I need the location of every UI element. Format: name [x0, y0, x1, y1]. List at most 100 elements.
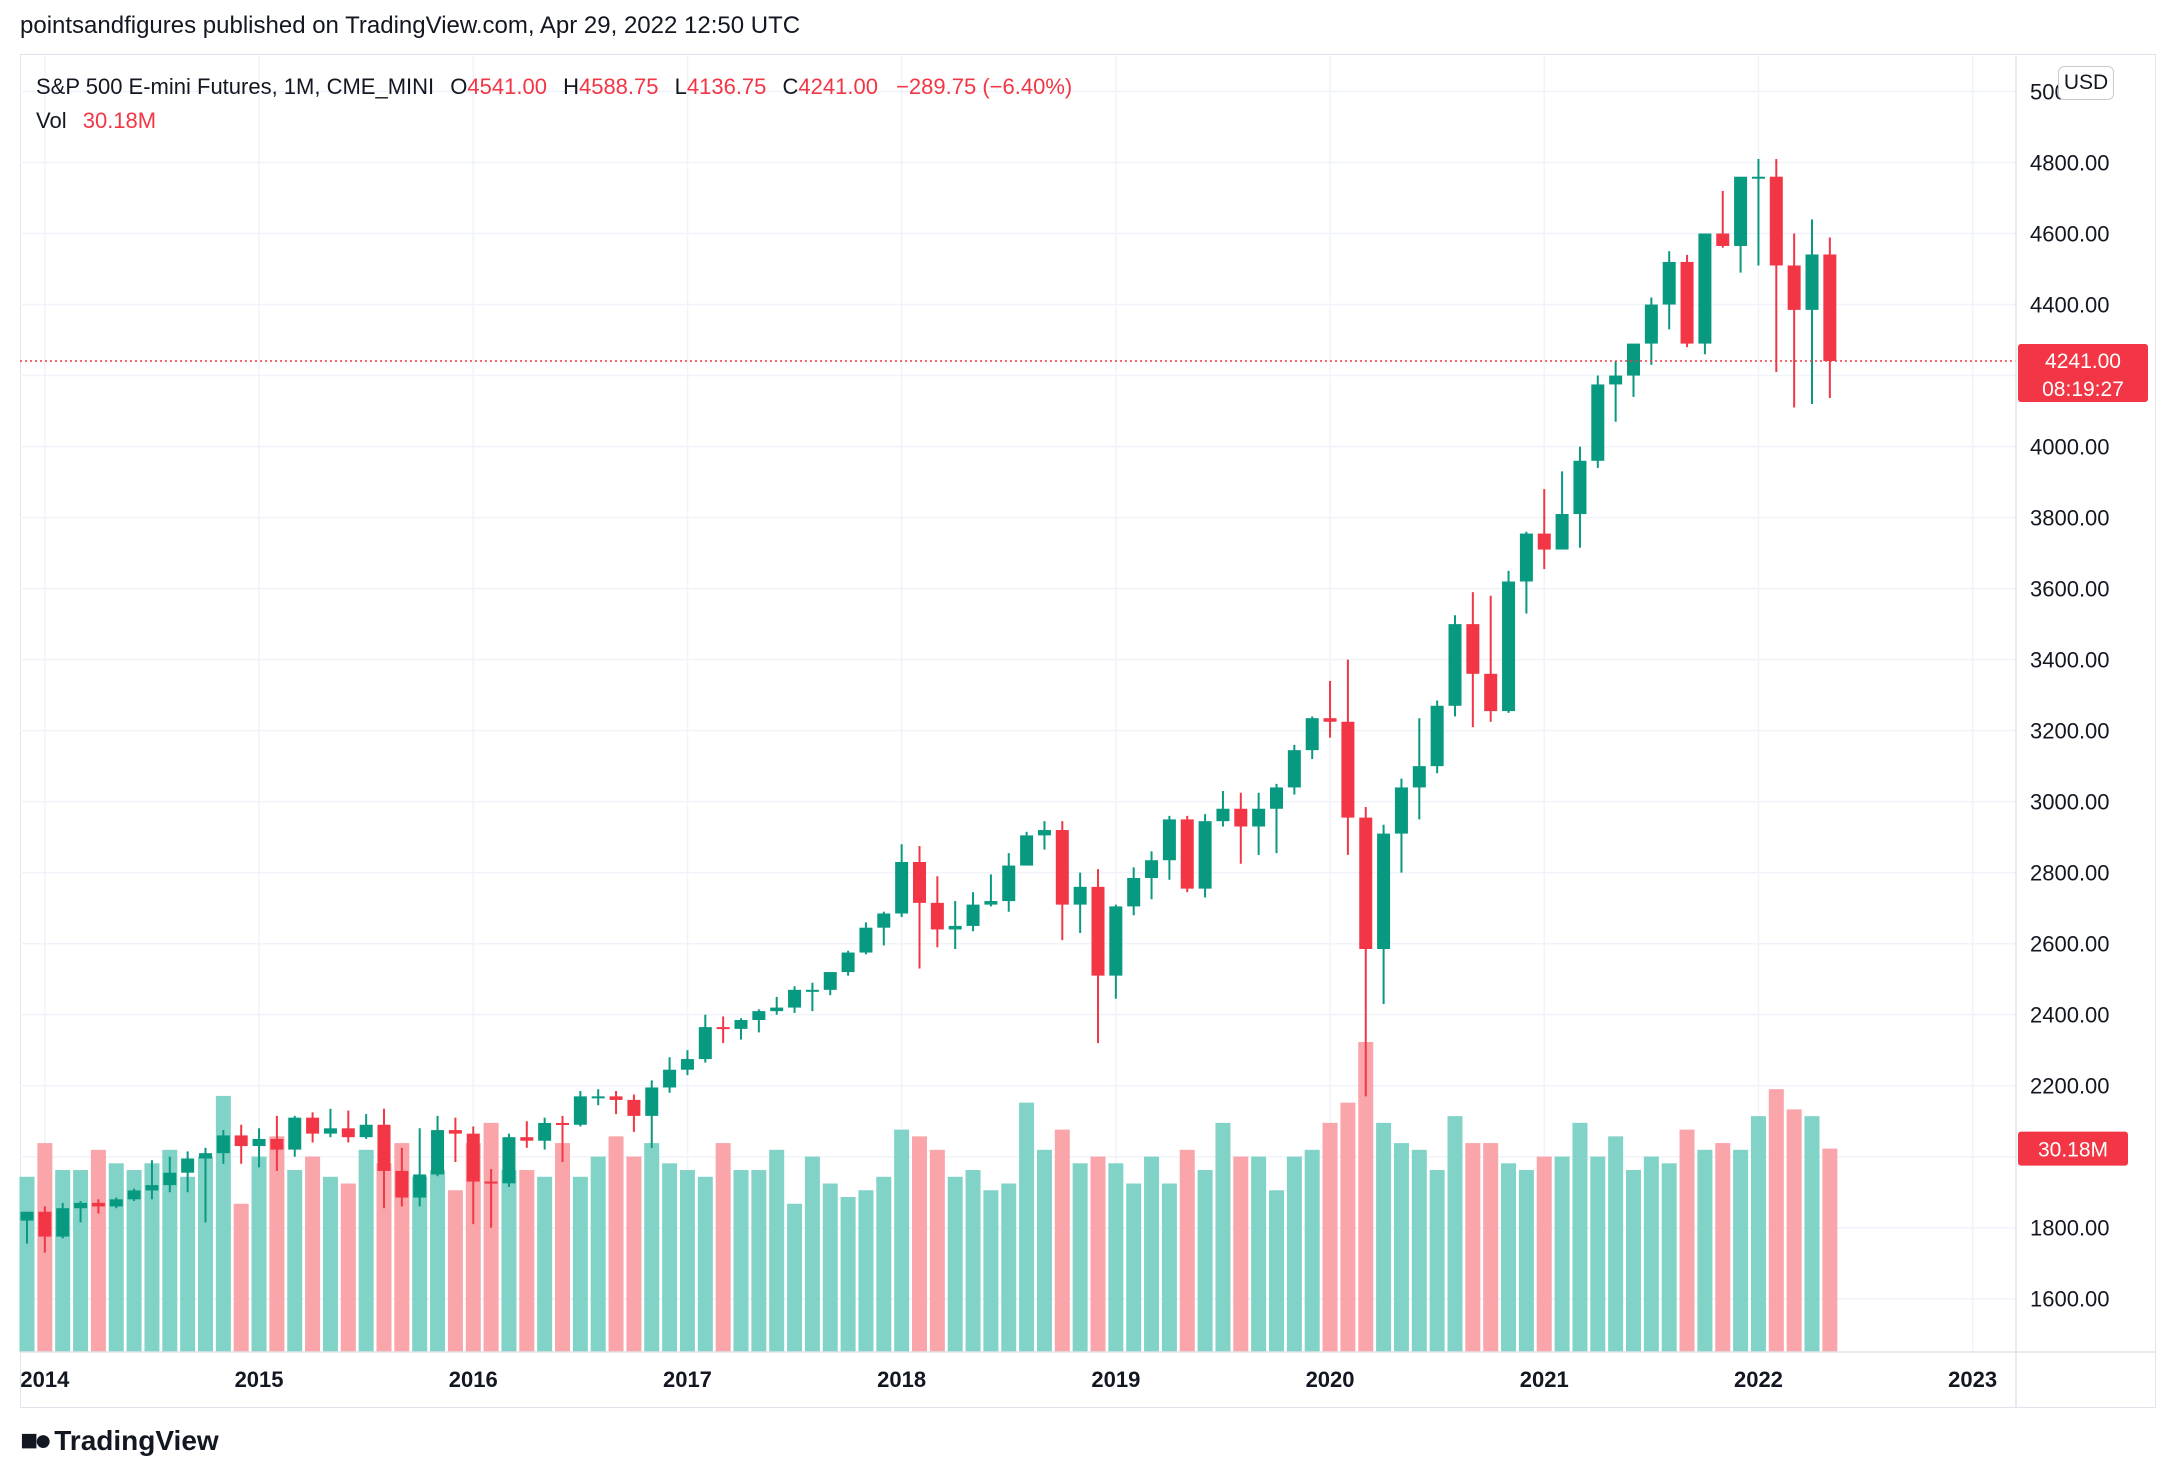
price-tick-label: 3000.00: [2030, 790, 2110, 815]
candle: [663, 1057, 677, 1093]
currency-button[interactable]: USD: [2058, 66, 2114, 100]
candle: [930, 876, 944, 948]
candle-body: [1109, 906, 1123, 976]
candle: [1323, 680, 1337, 738]
candle: [431, 1115, 445, 1177]
candle: [1644, 297, 1658, 365]
tradingview-logo[interactable]: ■● TradingView: [20, 1424, 219, 1458]
candle: [252, 1128, 266, 1168]
candle: [734, 1018, 748, 1040]
candle: [74, 1201, 88, 1223]
candle-body: [466, 1133, 480, 1182]
candle-body: [1216, 808, 1230, 822]
volume-bar: [519, 1170, 535, 1352]
volume-bar: [697, 1176, 713, 1352]
volume-bar: [340, 1183, 356, 1352]
volume-bar: [1822, 1148, 1838, 1352]
candle: [1627, 343, 1640, 397]
volume-bar: [483, 1122, 499, 1352]
candle: [877, 911, 891, 946]
price-tick-label: 4600.00: [2030, 222, 2110, 247]
volume-bar: [501, 1170, 517, 1352]
candle-body: [1573, 460, 1587, 515]
volume-bar: [358, 1149, 374, 1352]
volume-bar: [1001, 1183, 1017, 1352]
candle: [1234, 792, 1248, 864]
candle: [1734, 176, 1748, 273]
volume-key[interactable]: Vol: [36, 108, 67, 133]
volume-bar: [1126, 1183, 1142, 1352]
candle-body: [1430, 705, 1444, 767]
year-tick-label: 2018: [877, 1367, 926, 1392]
candle-body: [805, 989, 819, 992]
candle-body: [1537, 533, 1551, 550]
candle: [502, 1133, 516, 1187]
candle-body: [270, 1138, 284, 1150]
volume-bar: [1108, 1163, 1124, 1352]
candle-body: [74, 1202, 88, 1209]
candle: [234, 1124, 248, 1164]
volume-bar: [929, 1149, 945, 1352]
volume-bar: [126, 1170, 142, 1352]
candle: [645, 1080, 659, 1148]
tradingview-brand-label: TradingView: [54, 1425, 219, 1456]
candle: [377, 1108, 391, 1209]
volume-bar: [1608, 1136, 1624, 1352]
price-tick-label: 2200.00: [2030, 1074, 2110, 1099]
volume-bar: [376, 1163, 392, 1352]
candle-body: [538, 1122, 552, 1141]
volume-bar: [537, 1176, 553, 1352]
volume-bar: [1697, 1149, 1713, 1352]
candle: [1127, 867, 1141, 916]
volume-bar: [73, 1170, 89, 1352]
symbol-label[interactable]: S&P 500 E-mini Futures, 1M, CME_MINI: [36, 74, 435, 99]
candle-body: [984, 901, 998, 905]
candle-body: [91, 1202, 105, 1207]
volume-bar: [465, 1143, 481, 1352]
candle-body: [145, 1185, 159, 1191]
candle-body: [948, 925, 962, 930]
volume-bar: [144, 1163, 160, 1352]
candle-body: [109, 1199, 123, 1207]
low-value: 4136.75: [686, 74, 767, 99]
volume-bar: [269, 1136, 285, 1352]
volume-bar: [1144, 1156, 1160, 1352]
candle-body: [1270, 787, 1283, 809]
year-tick-label: 2021: [1520, 1367, 1569, 1392]
volume-bar: [1251, 1156, 1267, 1352]
volume-bar: [626, 1156, 642, 1352]
candle: [1198, 814, 1212, 898]
volume-badge: [2018, 1131, 2128, 1166]
volume-bar: [322, 1176, 338, 1352]
volume-bar: [1036, 1149, 1052, 1352]
candle: [895, 844, 909, 918]
volume-bar: [804, 1156, 820, 1352]
last-price-badge-label: 4241.00: [2045, 350, 2121, 373]
candle-body: [1287, 750, 1301, 788]
volume-bar: [1590, 1156, 1606, 1352]
candle: [288, 1115, 302, 1157]
candle-body: [609, 1096, 623, 1100]
volume-bar: [840, 1197, 856, 1352]
candle: [1609, 361, 1623, 422]
candle: [520, 1121, 534, 1148]
volume-bar: [233, 1203, 249, 1352]
candle-body: [1805, 254, 1819, 310]
volume-value: 30.18M: [82, 108, 157, 133]
candle: [181, 1151, 195, 1193]
price-tick-label: 2600.00: [2030, 932, 2110, 957]
candle-body: [645, 1087, 659, 1116]
candle: [966, 892, 980, 932]
candle-body: [752, 1011, 766, 1021]
price-tick-label: 2400.00: [2030, 1003, 2110, 1028]
candle-body: [1823, 254, 1837, 362]
candle: [1591, 375, 1605, 468]
candle: [948, 901, 962, 949]
open-key: O: [450, 74, 468, 99]
candle: [1698, 233, 1712, 355]
candle-body: [1519, 533, 1533, 582]
candle: [1555, 471, 1569, 550]
volume-bar: [1358, 1042, 1374, 1352]
candle-body: [1751, 176, 1765, 179]
